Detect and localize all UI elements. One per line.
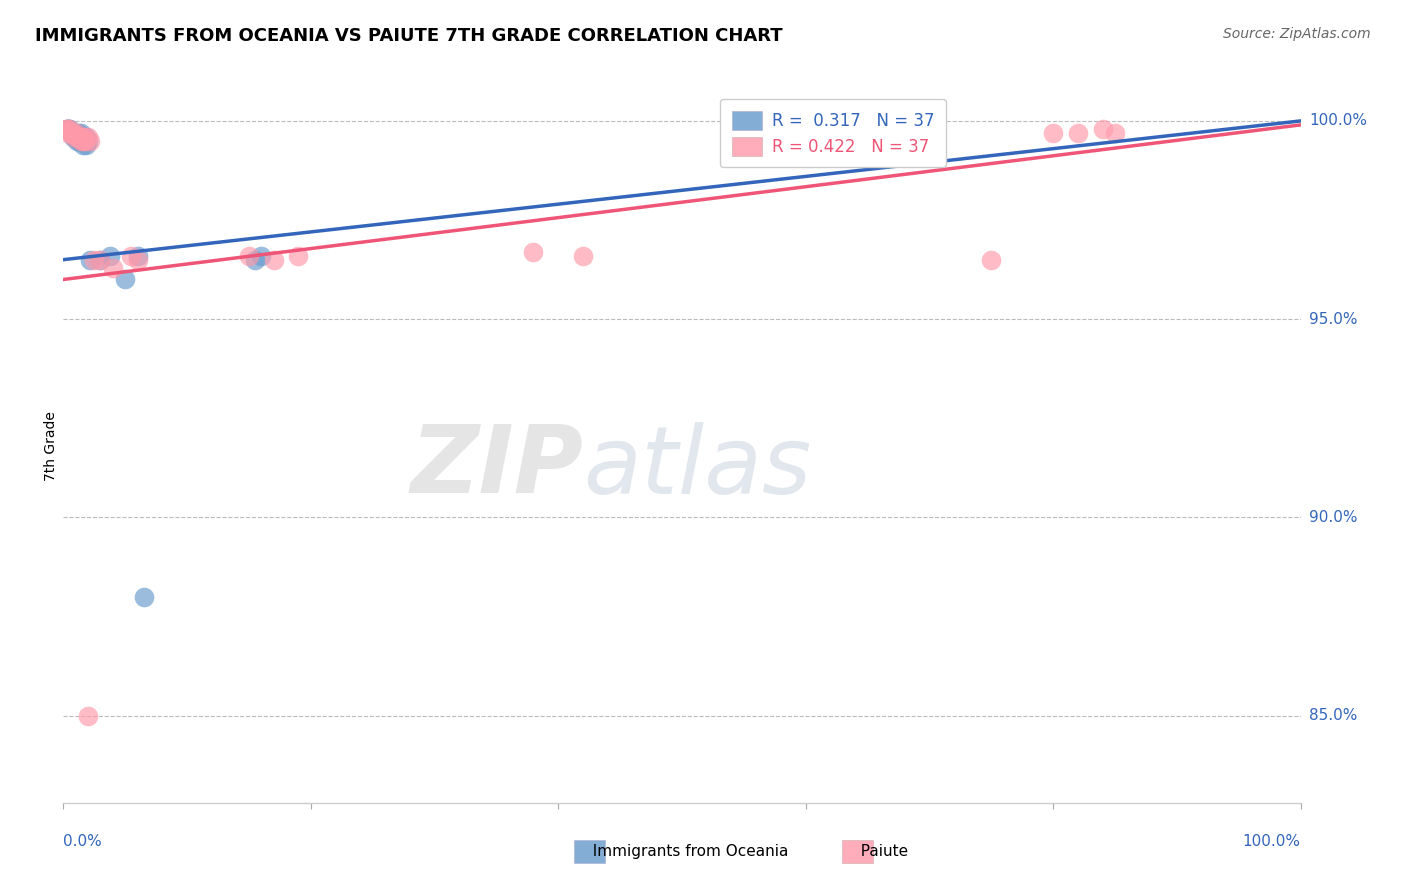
Point [58, 126, 80, 140]
Point [243, 252, 266, 267]
Point [101, 260, 124, 275]
Point [844, 118, 866, 132]
Point [63, 129, 86, 144]
Point [831, 118, 853, 132]
Point [1067, 126, 1090, 140]
Point [73, 129, 96, 144]
Point [65, 126, 87, 140]
Point [287, 249, 309, 263]
Point [70, 129, 93, 144]
Text: 90.0%: 90.0% [1309, 510, 1357, 524]
Point [132, 590, 155, 604]
Point [67, 134, 90, 148]
Point [62, 129, 84, 144]
Point [89, 252, 111, 267]
Point [844, 118, 866, 132]
Point [63, 126, 86, 140]
Point [77, 134, 100, 148]
Point [77, 129, 100, 144]
Point [66, 129, 89, 144]
Point [572, 249, 595, 263]
Point [66, 129, 89, 144]
Text: Immigrants from Oceania: Immigrants from Oceania [583, 845, 789, 859]
Text: 95.0%: 95.0% [1309, 311, 1357, 326]
Text: 100.0%: 100.0% [1243, 834, 1301, 849]
Point [856, 121, 879, 136]
Point [1042, 126, 1064, 140]
Point [120, 249, 142, 263]
Point [77, 708, 100, 723]
Point [1091, 121, 1114, 136]
Point [63, 129, 86, 144]
Point [60, 126, 83, 140]
Point [72, 129, 94, 144]
Point [59, 126, 82, 140]
Point [67, 126, 90, 140]
Point [67, 129, 90, 144]
Legend: R =  0.317   N = 37, R = 0.422   N = 37: R = 0.317 N = 37, R = 0.422 N = 37 [720, 99, 946, 168]
Point [89, 252, 111, 267]
Text: 85.0%: 85.0% [1309, 708, 1357, 723]
Point [72, 137, 94, 152]
Point [62, 126, 84, 140]
Text: 0.0%: 0.0% [63, 834, 103, 849]
Point [58, 121, 80, 136]
Point [69, 126, 91, 140]
Point [75, 137, 97, 152]
Point [65, 126, 87, 140]
Y-axis label: 7th Grade: 7th Grade [44, 411, 58, 481]
Point [56, 121, 79, 136]
Point [72, 134, 94, 148]
Point [69, 134, 91, 148]
Point [263, 252, 285, 267]
Point [127, 252, 149, 267]
Point [69, 134, 91, 148]
Point [67, 129, 90, 144]
Point [114, 272, 136, 286]
Point [56, 121, 79, 136]
Point [55, 121, 77, 136]
Point [70, 129, 93, 144]
Text: 100.0%: 100.0% [1309, 113, 1367, 128]
Point [62, 126, 84, 140]
Text: atlas: atlas [583, 422, 811, 513]
Point [75, 134, 97, 148]
Point [79, 134, 101, 148]
Point [127, 249, 149, 263]
Point [522, 244, 544, 259]
Point [238, 249, 260, 263]
Point [79, 252, 101, 267]
Text: Paiute: Paiute [851, 845, 908, 859]
Point [250, 249, 273, 263]
Point [56, 121, 79, 136]
Point [856, 118, 879, 132]
Text: IMMIGRANTS FROM OCEANIA VS PAIUTE 7TH GRADE CORRELATION CHART: IMMIGRANTS FROM OCEANIA VS PAIUTE 7TH GR… [35, 27, 783, 45]
Point [60, 126, 83, 140]
Text: ZIP: ZIP [411, 421, 583, 514]
Point [67, 129, 90, 144]
Point [58, 121, 80, 136]
Text: Source: ZipAtlas.com: Source: ZipAtlas.com [1223, 27, 1371, 41]
Point [75, 129, 97, 144]
Point [66, 134, 89, 148]
Point [98, 249, 121, 263]
Point [58, 121, 80, 136]
Point [980, 252, 1002, 267]
Point [893, 126, 915, 140]
Point [1104, 126, 1126, 140]
Point [83, 252, 105, 267]
Point [58, 121, 80, 136]
Point [73, 129, 96, 144]
